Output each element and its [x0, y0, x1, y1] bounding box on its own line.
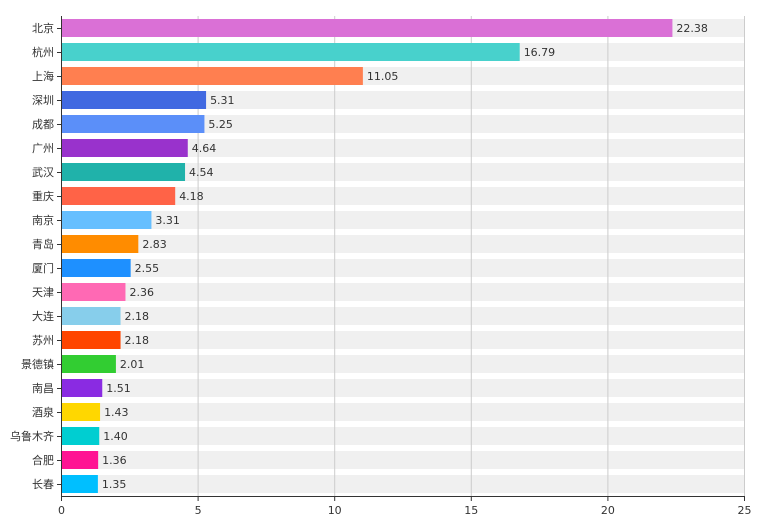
bar-5	[61, 115, 205, 133]
category-label: 北京	[32, 21, 54, 35]
labels-group: 22.38 北京 16.79 杭州 11.05 上海 5.31 深圳 5.25 成都 4.64 广州 4…	[10, 21, 752, 517]
category-label: 乌鲁木齐	[10, 429, 54, 443]
row-band	[61, 331, 744, 349]
row-band	[61, 115, 744, 133]
value-label: 11.05	[367, 70, 399, 83]
category-label: 苏州	[32, 334, 54, 347]
bar-15	[61, 355, 116, 373]
category-label: 广州	[32, 142, 54, 155]
value-label: 1.40	[103, 430, 128, 443]
category-label: 南京	[32, 213, 54, 227]
row-band	[61, 139, 744, 157]
value-label: 22.38	[676, 22, 708, 35]
bar-4	[61, 91, 207, 109]
vertical-gridlines	[197, 16, 745, 496]
value-label: 1.51	[106, 382, 131, 395]
category-label: 上海	[32, 69, 54, 83]
bar-16	[61, 379, 103, 397]
bar-2	[61, 43, 520, 61]
category-label: 青岛	[32, 237, 54, 251]
row-band	[61, 475, 744, 493]
bar-20	[61, 475, 98, 493]
value-label: 2.18	[125, 310, 150, 323]
row-band	[61, 427, 744, 445]
value-label: 16.79	[524, 46, 556, 59]
row-band	[61, 403, 744, 421]
bar-13	[61, 307, 121, 325]
row-band	[61, 355, 744, 373]
row-band	[61, 451, 744, 469]
row-background-bands	[61, 19, 744, 493]
value-label: 4.18	[179, 190, 204, 203]
row-band	[61, 259, 744, 277]
bar-17	[61, 403, 101, 421]
x-tick-label: 15	[464, 504, 478, 517]
category-label: 成都	[32, 118, 54, 131]
x-tick-label: 10	[328, 504, 342, 517]
value-label: 4.64	[192, 142, 217, 155]
value-label: 4.54	[189, 166, 214, 179]
x-tick-label: 5	[195, 504, 202, 517]
category-label: 天津	[32, 286, 54, 299]
category-label: 厦门	[32, 261, 54, 275]
row-band	[61, 163, 744, 181]
bar-8	[61, 187, 176, 205]
category-label: 大连	[32, 309, 54, 323]
bar-14	[61, 331, 121, 349]
bar-9	[61, 211, 152, 229]
bar-19	[61, 451, 99, 469]
category-label: 杭州	[32, 45, 54, 59]
bar-10	[61, 235, 139, 253]
row-band	[61, 379, 744, 397]
value-label: 5.25	[208, 118, 233, 131]
row-band	[61, 283, 744, 301]
row-band	[61, 235, 744, 253]
bar-3	[61, 67, 363, 85]
x-tick-label: 25	[738, 504, 752, 517]
value-label: 2.36	[129, 286, 154, 299]
bar-1	[61, 19, 673, 37]
row-band	[61, 91, 744, 109]
value-label: 1.35	[102, 478, 127, 491]
x-tick-label: 0	[58, 504, 65, 517]
value-label: 5.31	[210, 94, 235, 107]
row-band	[61, 307, 744, 325]
row-band	[61, 211, 744, 229]
category-label: 南昌	[32, 382, 54, 395]
category-label: 武汉	[32, 166, 54, 179]
axes	[57, 16, 745, 501]
category-label: 重庆	[32, 189, 54, 203]
bar-11	[61, 259, 131, 277]
category-label: 合肥	[32, 453, 54, 467]
value-label: 3.31	[155, 214, 180, 227]
value-label: 2.18	[125, 334, 150, 347]
value-label: 1.43	[104, 406, 129, 419]
bars-group	[61, 19, 673, 493]
category-label: 长春	[32, 478, 54, 491]
value-label: 2.01	[120, 358, 145, 371]
bar-12	[61, 283, 126, 301]
category-label: 景德镇	[21, 357, 54, 371]
value-label: 1.36	[102, 454, 127, 467]
category-label: 酒泉	[32, 405, 54, 419]
bar-7	[61, 163, 186, 181]
bar-18	[61, 427, 100, 445]
row-band	[61, 187, 744, 205]
bar-6	[61, 139, 188, 157]
category-label: 深圳	[32, 94, 54, 107]
x-tick-label: 20	[601, 504, 615, 517]
value-label: 2.55	[135, 262, 160, 275]
value-label: 2.83	[142, 238, 167, 251]
